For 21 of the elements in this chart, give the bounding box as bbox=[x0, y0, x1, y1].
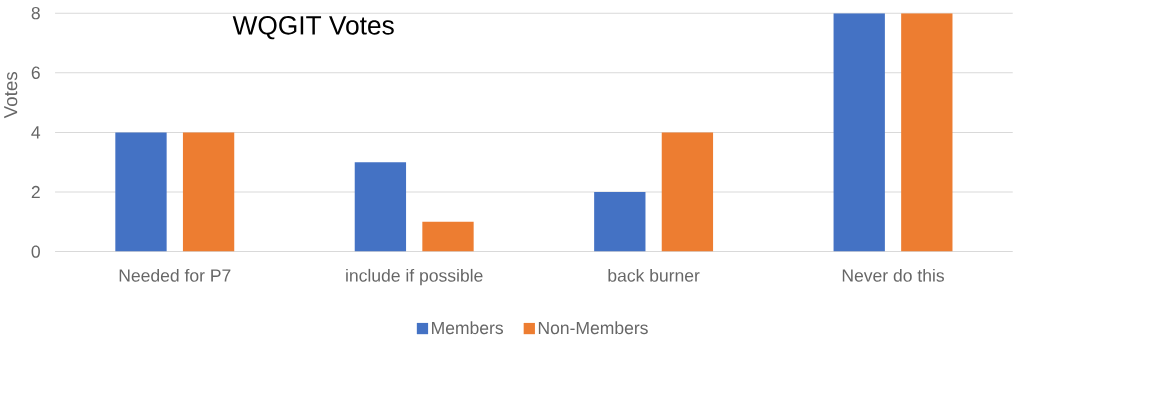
chart-title: WQGIT Votes bbox=[232, 15, 394, 40]
y-tick-label: 6 bbox=[31, 66, 40, 79]
bar bbox=[115, 132, 167, 252]
y-tick-label: 2 bbox=[31, 185, 40, 199]
bar bbox=[594, 191, 646, 252]
bar bbox=[661, 132, 714, 252]
bar bbox=[422, 221, 474, 252]
bar bbox=[901, 13, 953, 252]
x-tick-label: Never do this bbox=[842, 268, 944, 282]
x-tick-label: Needed for P7 bbox=[119, 268, 231, 282]
bar bbox=[833, 13, 885, 252]
y-axis-title: Votes bbox=[4, 71, 18, 119]
bar bbox=[182, 132, 235, 252]
legend-label: Members bbox=[432, 321, 503, 335]
y-tick-label: 8 bbox=[31, 6, 40, 20]
x-tick-label: back burner bbox=[608, 268, 700, 282]
legend-label: Non-Members bbox=[538, 321, 648, 335]
x-tick-label: include if possible bbox=[346, 268, 483, 286]
y-tick-label: 0 bbox=[31, 245, 40, 258]
y-tick-label: 4 bbox=[31, 126, 41, 139]
bar bbox=[354, 162, 407, 252]
